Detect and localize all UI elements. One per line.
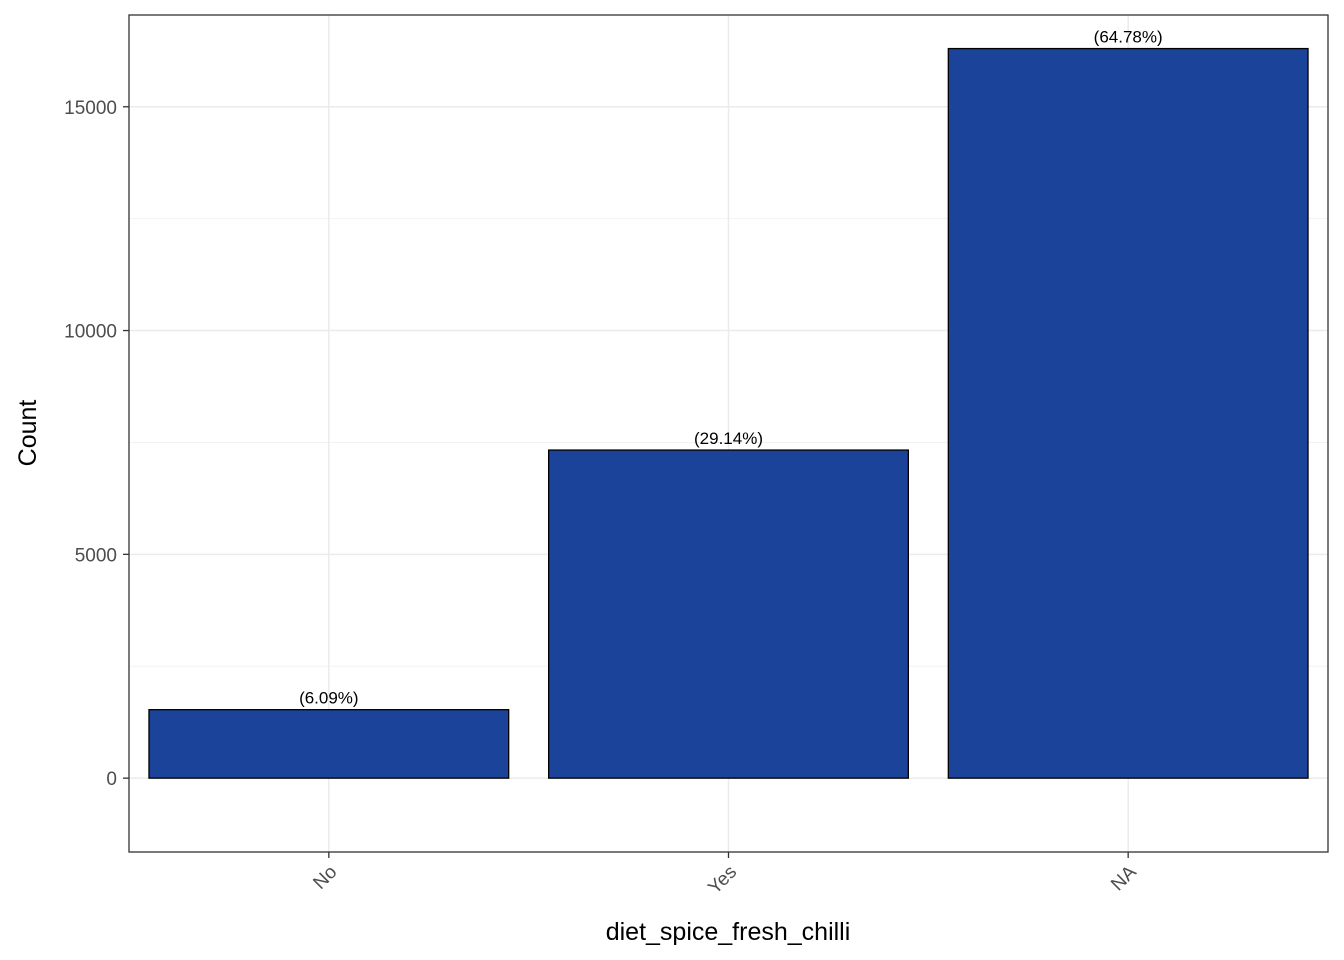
- data-label-yes: (29.14%): [694, 429, 763, 448]
- data-labels: (6.09%) (29.14%) (64.78%): [299, 28, 1163, 708]
- y-tick-label: 0: [106, 769, 117, 790]
- y-axis: 0 5000 10000 15000: [64, 98, 129, 790]
- x-tick-label: Yes: [704, 862, 741, 899]
- bar-no: [148, 709, 510, 779]
- x-tick-label: NA: [1107, 862, 1141, 896]
- y-tick-label: 15000: [64, 98, 117, 119]
- bar-na: [947, 47, 1309, 779]
- x-axis-title: diet_spice_fresh_chilli: [606, 918, 851, 946]
- y-tick-label: 10000: [64, 322, 117, 343]
- bars: [148, 47, 1309, 779]
- y-tick-label: 5000: [75, 545, 117, 566]
- y-axis-title: Count: [14, 400, 42, 467]
- bar-yes: [548, 449, 910, 779]
- data-label-na: (64.78%): [1094, 28, 1163, 47]
- data-label-no: (6.09%): [299, 689, 359, 708]
- x-axis: No Yes NA: [309, 852, 1141, 899]
- x-tick-label: No: [309, 862, 341, 894]
